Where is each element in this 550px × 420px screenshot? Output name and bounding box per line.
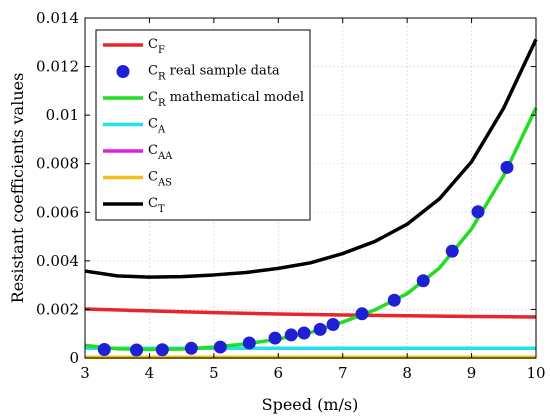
plot-series	[84, 38, 538, 360]
legend-entry: CR real sample data	[148, 64, 280, 83]
y-tick-label: 0.004	[36, 252, 79, 270]
x-tick-label: 5	[209, 364, 219, 382]
x-tick-label: 9	[467, 364, 477, 382]
plot-frame	[84, 17, 537, 359]
y-tick-label: 0.014	[36, 9, 79, 27]
y-tick-label: 0.002	[36, 300, 79, 318]
data-point	[313, 322, 327, 336]
series-line-ct	[84, 38, 538, 279]
y-axis-label: Resistant coefficients values	[8, 73, 27, 304]
axis-ticks: 3 4 5 6 7 8 9 10 0 0.002 0.004 0.006 0.008 0.01 0.012 0…	[36, 9, 546, 382]
y-tick-label: 0.006	[36, 203, 79, 221]
legend-marker	[116, 65, 130, 78]
x-tick-label: 7	[338, 364, 348, 382]
series-line-cf	[84, 307, 537, 319]
data-point	[213, 340, 227, 354]
y-tick-label: 0.008	[36, 155, 79, 173]
legend-entry: CAA	[148, 143, 173, 162]
data-point	[471, 205, 485, 219]
legend-entry: CR mathematical model	[148, 90, 304, 109]
x-tick-label: 6	[274, 364, 284, 382]
data-point	[97, 343, 111, 356]
series-cr-real-sample-data	[97, 160, 514, 357]
data-point	[416, 274, 430, 288]
legend: CF CR real sample data CR mathematical mod…	[95, 29, 311, 221]
data-point	[268, 331, 282, 345]
legend-entry: CA	[148, 117, 166, 136]
legend-entry: CF	[148, 37, 165, 56]
data-point	[130, 343, 144, 357]
y-tick-label: 0.01	[46, 106, 79, 124]
x-tick-label: 8	[402, 364, 412, 382]
y-tick-label: 0.012	[36, 58, 79, 76]
y-tick-label: 0	[69, 349, 79, 367]
data-point	[355, 307, 369, 321]
x-tick-label: 10	[526, 364, 545, 382]
data-point	[242, 336, 256, 350]
legend-entry: CT	[148, 196, 165, 215]
x-tick-label: 3	[80, 364, 90, 382]
legend-entry: CAS	[148, 170, 172, 189]
data-point	[297, 326, 311, 340]
data-point	[445, 244, 459, 258]
data-point	[184, 341, 198, 355]
data-point	[155, 343, 169, 357]
x-tick-label: 4	[145, 364, 155, 382]
data-point	[500, 160, 514, 174]
data-point	[326, 317, 340, 331]
data-point	[387, 293, 401, 307]
data-point	[284, 328, 298, 342]
x-axis-label: Speed (m/s)	[262, 395, 359, 414]
